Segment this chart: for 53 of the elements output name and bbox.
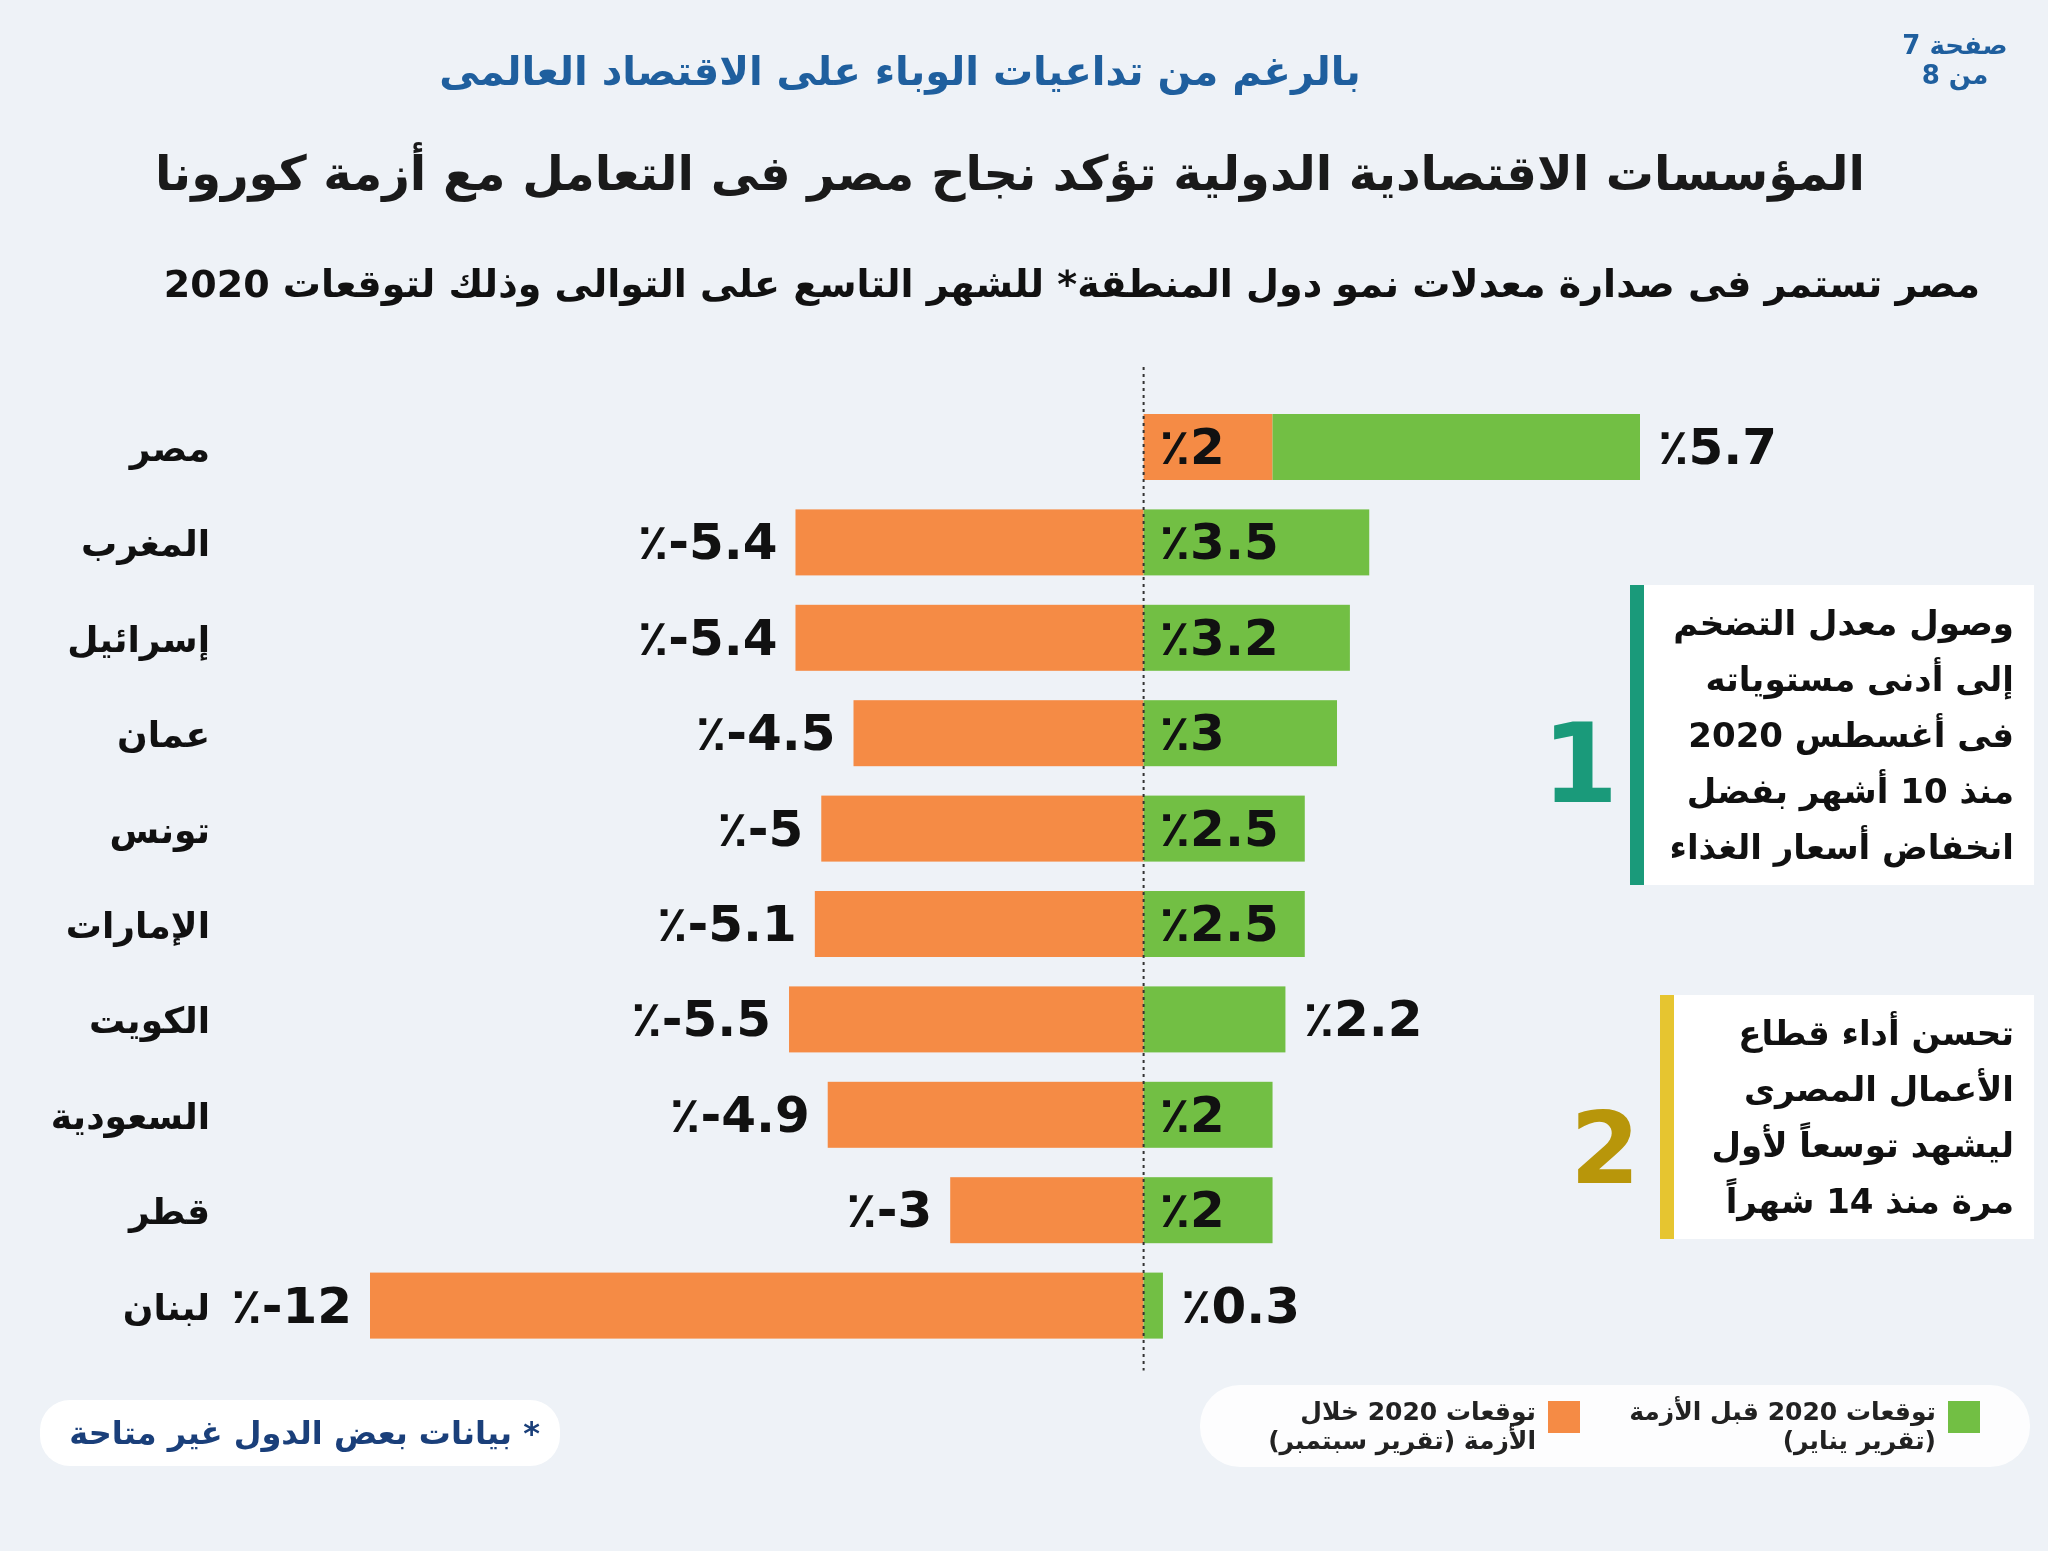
- bar: [821, 795, 1144, 862]
- annotation: 1: [1540, 700, 1620, 828]
- bar: [789, 986, 1144, 1053]
- bar: [370, 1272, 1144, 1339]
- text: تحسن أداء قطاع الأعمال المصرى ليشهد توسعاً لأول مرة منذ 14 شهراً: [1660, 995, 2034, 1239]
- data-label: ٪-4.5: [695, 704, 836, 763]
- bar: [1272, 414, 1640, 480]
- data-label: ٪2: [1159, 418, 1225, 476]
- data-label: ٪-12: [231, 1276, 352, 1335]
- bar: [827, 1081, 1144, 1148]
- bar: [1143, 1272, 1163, 1339]
- y-tick-label: السعودية: [50, 1095, 210, 1138]
- bar: [1143, 986, 1286, 1053]
- data-label: ٪3: [1159, 704, 1225, 763]
- y-tick-label: إسرائيل: [67, 618, 210, 661]
- y-tick-label: تونس: [109, 809, 210, 852]
- bar: [814, 891, 1144, 957]
- y-tick-label: عمان: [117, 714, 210, 756]
- bar: [950, 1177, 1144, 1244]
- data-label: ٪-4.9: [669, 1085, 810, 1144]
- bar: [795, 604, 1144, 671]
- text: * بيانات بعض الدول غير متاحة: [40, 1400, 560, 1466]
- chart-subtitle: بالرغم من تداعيات الوباء على الاقتصاد العالمى: [438, 48, 1362, 94]
- data-label: ٪2.5: [1159, 895, 1279, 953]
- data-label: ٪-5.5: [631, 990, 772, 1049]
- data-label: ٪3.2: [1159, 608, 1279, 667]
- data-label: ٪-5.1: [656, 895, 797, 953]
- legend-label: توقعات 2020 خلال الأزمة (تقرير سبتمبر): [1267, 1397, 1536, 1455]
- text: وصول معدل التضخم إلى أدنى مستوياته فى أغسطس 2020 منذ 10 أشهر بفضل انخفاض أسعار الغذاء: [1630, 585, 2034, 885]
- data-label: ٪-3: [846, 1181, 933, 1240]
- data-label: ٪-5: [717, 799, 804, 858]
- text: مصر تستمر فى صدارة معدلات نمو دول المنطقة* للشهر التاسع على التوالى وذلك لتوقعات 2020: [162, 262, 1980, 306]
- legend-label: توقعات 2020 قبل الأزمة (تقرير يناير): [1628, 1397, 1936, 1455]
- data-label: ٪2.5: [1159, 799, 1279, 858]
- y-tick-label: قطر: [126, 1191, 210, 1234]
- y-tick-label: الكويت: [89, 1000, 210, 1043]
- y-tick-label: المغرب: [81, 523, 210, 566]
- text: صفحة 7 من 8: [1901, 30, 2009, 90]
- data-label: ٪3.5: [1159, 513, 1279, 572]
- bar: [1143, 700, 1337, 767]
- data-label: ٪-5.4: [637, 513, 778, 572]
- data-label: ٪-5.4: [637, 608, 778, 667]
- data-label: ٪2: [1159, 1181, 1225, 1240]
- data-label: ٪2.2: [1303, 990, 1423, 1049]
- bar: [853, 700, 1144, 767]
- bar: [795, 509, 1144, 576]
- data-label: ٪2: [1159, 1085, 1225, 1144]
- data-label: ٪0.3: [1180, 1276, 1301, 1335]
- y-tick-label: الإمارات: [65, 905, 210, 947]
- annotation: 2: [1569, 1090, 1641, 1207]
- y-tick-label: لبنان: [122, 1286, 210, 1328]
- data-label: ٪5.7: [1658, 418, 1778, 476]
- y-tick-label: مصر: [127, 428, 210, 470]
